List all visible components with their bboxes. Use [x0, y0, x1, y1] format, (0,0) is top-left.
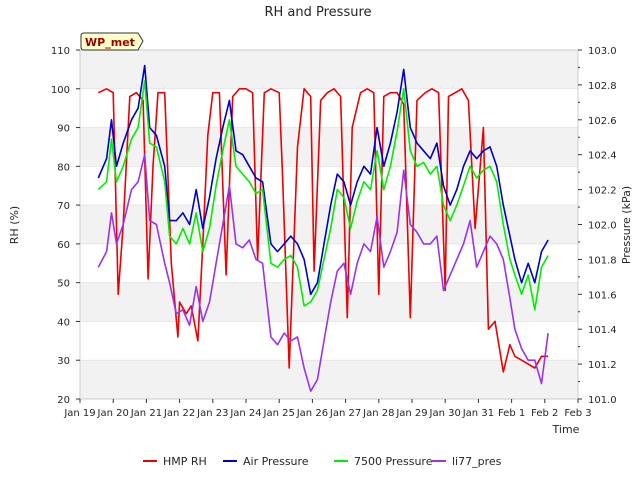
right-tick-label: 102.6: [588, 116, 617, 127]
x-tick-label: Jan 19: [63, 408, 95, 419]
legend-label: Air Pressure: [243, 455, 309, 468]
annotation-label: WP_met: [85, 36, 135, 49]
left-axis: 20 30 40 50 60 70 80 90 100 110: [51, 46, 80, 406]
x-tick-label: Jan 24: [229, 408, 261, 419]
right-tick-label: 101.2: [588, 360, 617, 371]
x-tick-label: Jan 22: [163, 408, 195, 419]
x-tick-label: Jan 26: [296, 408, 328, 419]
series-line-1: [97, 64, 549, 296]
x-tick-label: Jan 20: [97, 408, 129, 419]
left-tick-label: 70: [57, 201, 70, 212]
x-axis-label: Time: [552, 423, 580, 436]
right-tick-label: 101.4: [588, 325, 617, 336]
right-tick-label: 101.8: [588, 255, 617, 266]
y-axis-label-right: Pressure (kPa): [620, 186, 633, 264]
right-axis: 101.0 101.2 101.4 101.6 101.8 102.0 102.2 102.4…: [578, 46, 617, 406]
x-tick-label: Feb 2: [531, 408, 558, 419]
left-tick-label: 40: [57, 317, 70, 328]
x-tick-label: Jan 29: [395, 408, 427, 419]
left-tick-label: 50: [57, 279, 70, 290]
right-tick-label: 101.6: [588, 290, 617, 301]
chart-title: RH and Pressure: [264, 5, 371, 20]
left-tick-label: 110: [51, 46, 70, 57]
x-tick-label: Jan 27: [329, 408, 361, 419]
y-axis-label-left: RH (%): [8, 206, 21, 244]
x-tick-label: Feb 3: [564, 408, 591, 419]
x-tick-label: Jan 30: [429, 408, 461, 419]
grid-band: [80, 360, 578, 399]
right-tick-label: 102.2: [588, 186, 617, 197]
grid-band: [80, 50, 578, 89]
x-tick-label: Jan 23: [196, 408, 228, 419]
right-tick-label: 103.0: [588, 46, 617, 57]
legend-label: HMP RH: [163, 455, 207, 468]
x-axis: Jan 19 Jan 20 Jan 21 Jan 22 Jan 23 Jan 24 Jan …: [63, 399, 592, 419]
right-tick-label: 102.4: [588, 151, 617, 162]
left-tick-label: 100: [51, 85, 70, 96]
annotation-box: WP_met: [80, 32, 144, 51]
left-tick-label: 90: [57, 124, 70, 135]
x-tick-label: Jan 28: [362, 408, 394, 419]
right-tick-label: 102.8: [588, 81, 617, 92]
x-tick-label: Jan 21: [130, 408, 162, 419]
right-tick-label: 102.0: [588, 221, 617, 232]
left-tick-label: 20: [57, 395, 70, 406]
x-tick-label: Jan 25: [263, 408, 295, 419]
x-tick-label: Feb 1: [498, 408, 525, 419]
left-tick-label: 30: [57, 356, 70, 367]
legend-label: 7500 Pressure: [354, 455, 433, 468]
series-line-0: [97, 88, 549, 373]
right-tick-label: 101.0: [588, 395, 617, 406]
series-line-2: [97, 80, 549, 311]
left-tick-label: 60: [57, 240, 70, 251]
x-tick-label: Jan 31: [462, 408, 494, 419]
series-lines: [97, 64, 549, 393]
left-tick-label: 80: [57, 162, 70, 173]
legend-label: li77_pres: [452, 455, 502, 468]
series-line-3: [97, 153, 549, 393]
legend: HMP RH Air Pressure 7500 Pressure li77_pres: [143, 455, 502, 468]
